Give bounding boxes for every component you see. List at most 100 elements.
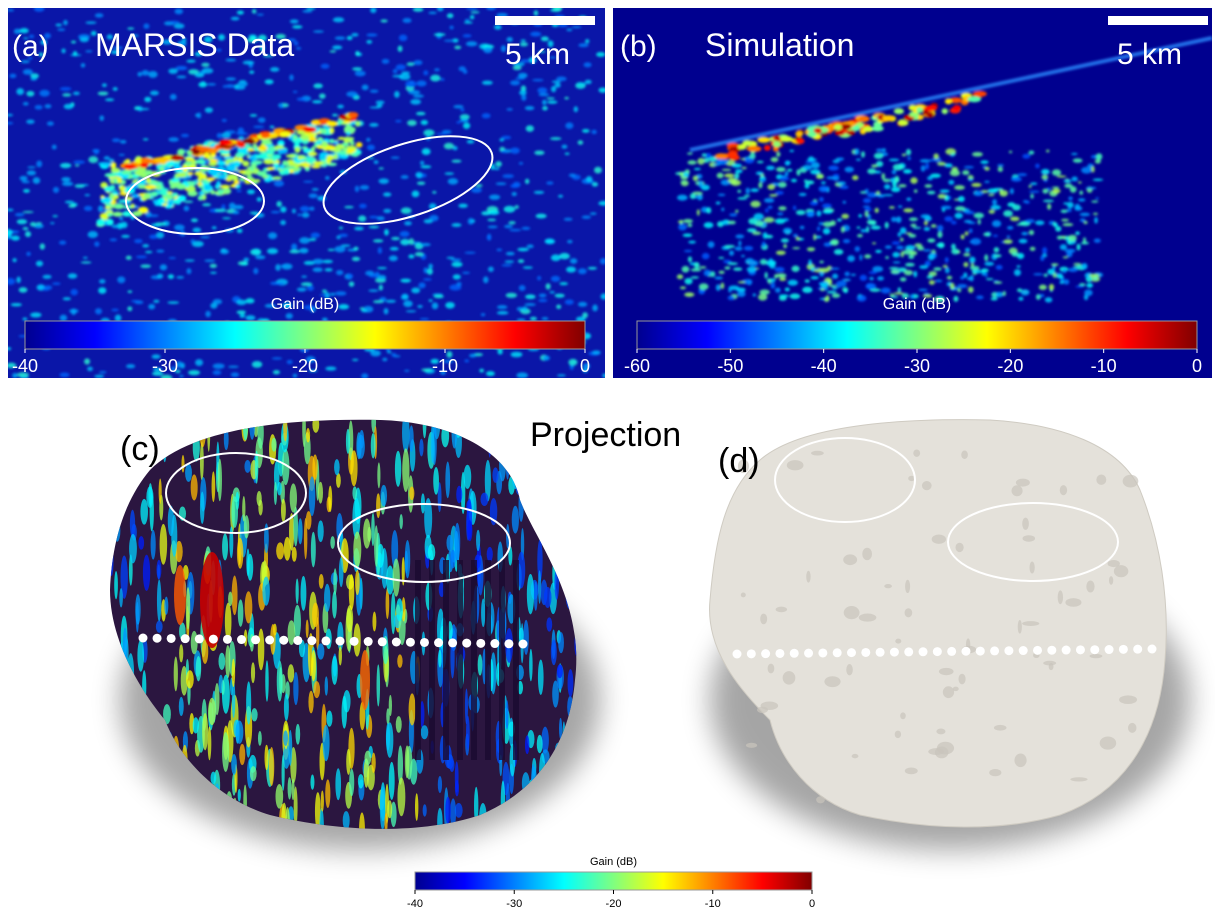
speckle-dot bbox=[453, 105, 464, 109]
stripe bbox=[201, 639, 209, 664]
track-dot bbox=[419, 637, 429, 647]
stripe bbox=[349, 768, 355, 797]
speckle-dot bbox=[852, 125, 860, 132]
speckle-dot bbox=[209, 158, 218, 163]
speckle-dot bbox=[944, 163, 953, 168]
stripe bbox=[305, 427, 311, 443]
speckle-dot bbox=[888, 158, 900, 162]
speckle-dot bbox=[255, 255, 266, 260]
speckle-dot bbox=[873, 152, 884, 160]
speckle-dot bbox=[897, 287, 901, 293]
speckle-dot bbox=[225, 58, 237, 62]
speckle-dot bbox=[280, 206, 287, 213]
speckle-dot bbox=[268, 145, 275, 153]
speckle-dot bbox=[332, 17, 345, 23]
stripe bbox=[120, 555, 128, 599]
speckle-dot bbox=[687, 160, 697, 165]
speckle-dot bbox=[368, 225, 380, 229]
stripe bbox=[409, 425, 414, 452]
stripe bbox=[433, 466, 439, 495]
speckle-dot bbox=[291, 208, 296, 214]
stripe bbox=[395, 716, 402, 733]
stripe bbox=[348, 574, 355, 611]
speckle-dot bbox=[295, 158, 306, 163]
speckle-dot bbox=[232, 210, 240, 215]
speckle-dot bbox=[61, 177, 71, 182]
speckle-dot bbox=[913, 270, 918, 278]
speckle-dot bbox=[1016, 288, 1023, 293]
speckle-dot bbox=[999, 189, 1008, 197]
stripe bbox=[325, 779, 331, 808]
speckle-dot bbox=[893, 292, 904, 295]
speckle-dot bbox=[804, 180, 815, 185]
speckle-dot bbox=[411, 287, 421, 294]
stripe bbox=[146, 769, 152, 806]
stripe bbox=[480, 492, 489, 506]
speckle-dot bbox=[327, 248, 335, 252]
speckle-dot bbox=[984, 254, 989, 262]
speckle-dot bbox=[400, 175, 409, 179]
speckle-dot bbox=[117, 276, 126, 284]
speckle-dot bbox=[520, 39, 526, 42]
track-dot bbox=[889, 647, 899, 657]
speckle-dot bbox=[746, 228, 757, 233]
stripe bbox=[318, 481, 324, 504]
stripe bbox=[364, 750, 372, 766]
speckle-dot bbox=[811, 161, 820, 169]
speckle-dot bbox=[369, 89, 379, 93]
speckle-dot bbox=[256, 170, 267, 177]
radargram bbox=[613, 8, 1212, 378]
speckle-dot bbox=[420, 119, 429, 126]
speckle-dot bbox=[417, 304, 423, 308]
craters bbox=[737, 449, 1139, 804]
speckle-dot bbox=[496, 248, 503, 252]
crater bbox=[908, 475, 915, 482]
speckle-dot bbox=[737, 197, 748, 200]
speckle-dot bbox=[12, 258, 17, 263]
speckle-dot bbox=[180, 133, 190, 138]
speckle-dot bbox=[168, 257, 177, 260]
speckle-dot bbox=[376, 216, 385, 221]
speckle-dot bbox=[524, 178, 530, 184]
stripe bbox=[408, 693, 416, 726]
speckle-dot bbox=[400, 278, 412, 283]
speckle-dot bbox=[893, 108, 905, 115]
stripe bbox=[386, 565, 395, 595]
stripe bbox=[451, 419, 458, 449]
speckle-dot bbox=[194, 73, 205, 78]
stripe bbox=[543, 586, 552, 608]
speckle-dot bbox=[1040, 168, 1050, 175]
stripe bbox=[466, 500, 471, 514]
speckle-dot bbox=[1064, 183, 1073, 189]
speckle-dot bbox=[716, 172, 724, 179]
speckle-dot bbox=[728, 250, 735, 256]
stripe bbox=[517, 551, 526, 589]
speckle-dot bbox=[355, 120, 361, 127]
speckle-dot bbox=[1002, 290, 1006, 297]
stripe bbox=[167, 505, 175, 537]
speckle-dot bbox=[1081, 166, 1093, 174]
track-dot bbox=[307, 636, 317, 646]
speckle-dot bbox=[348, 281, 355, 287]
speckle-dot bbox=[35, 260, 44, 267]
speckle-dot bbox=[764, 271, 768, 279]
stripe bbox=[154, 792, 161, 827]
speckle-dot bbox=[705, 152, 712, 159]
speckle-dot bbox=[867, 214, 872, 221]
speckle-dot bbox=[485, 371, 495, 377]
speckle-dot bbox=[549, 290, 555, 294]
dark-band bbox=[415, 560, 421, 760]
crater bbox=[1022, 535, 1036, 542]
speckle-dot bbox=[937, 193, 946, 199]
speckle-dot bbox=[944, 257, 949, 263]
track-dot bbox=[818, 648, 828, 658]
speckle-dot bbox=[8, 9, 15, 12]
speckle-dot bbox=[924, 260, 931, 267]
speckle-dot bbox=[511, 192, 517, 197]
tick-label: -40 bbox=[407, 898, 423, 910]
panel-title: MARSIS Data bbox=[95, 27, 294, 63]
speckle-dot bbox=[737, 189, 742, 193]
speckle-dot bbox=[1095, 153, 1103, 161]
speckle-dot bbox=[903, 208, 914, 213]
stripe bbox=[264, 523, 269, 554]
